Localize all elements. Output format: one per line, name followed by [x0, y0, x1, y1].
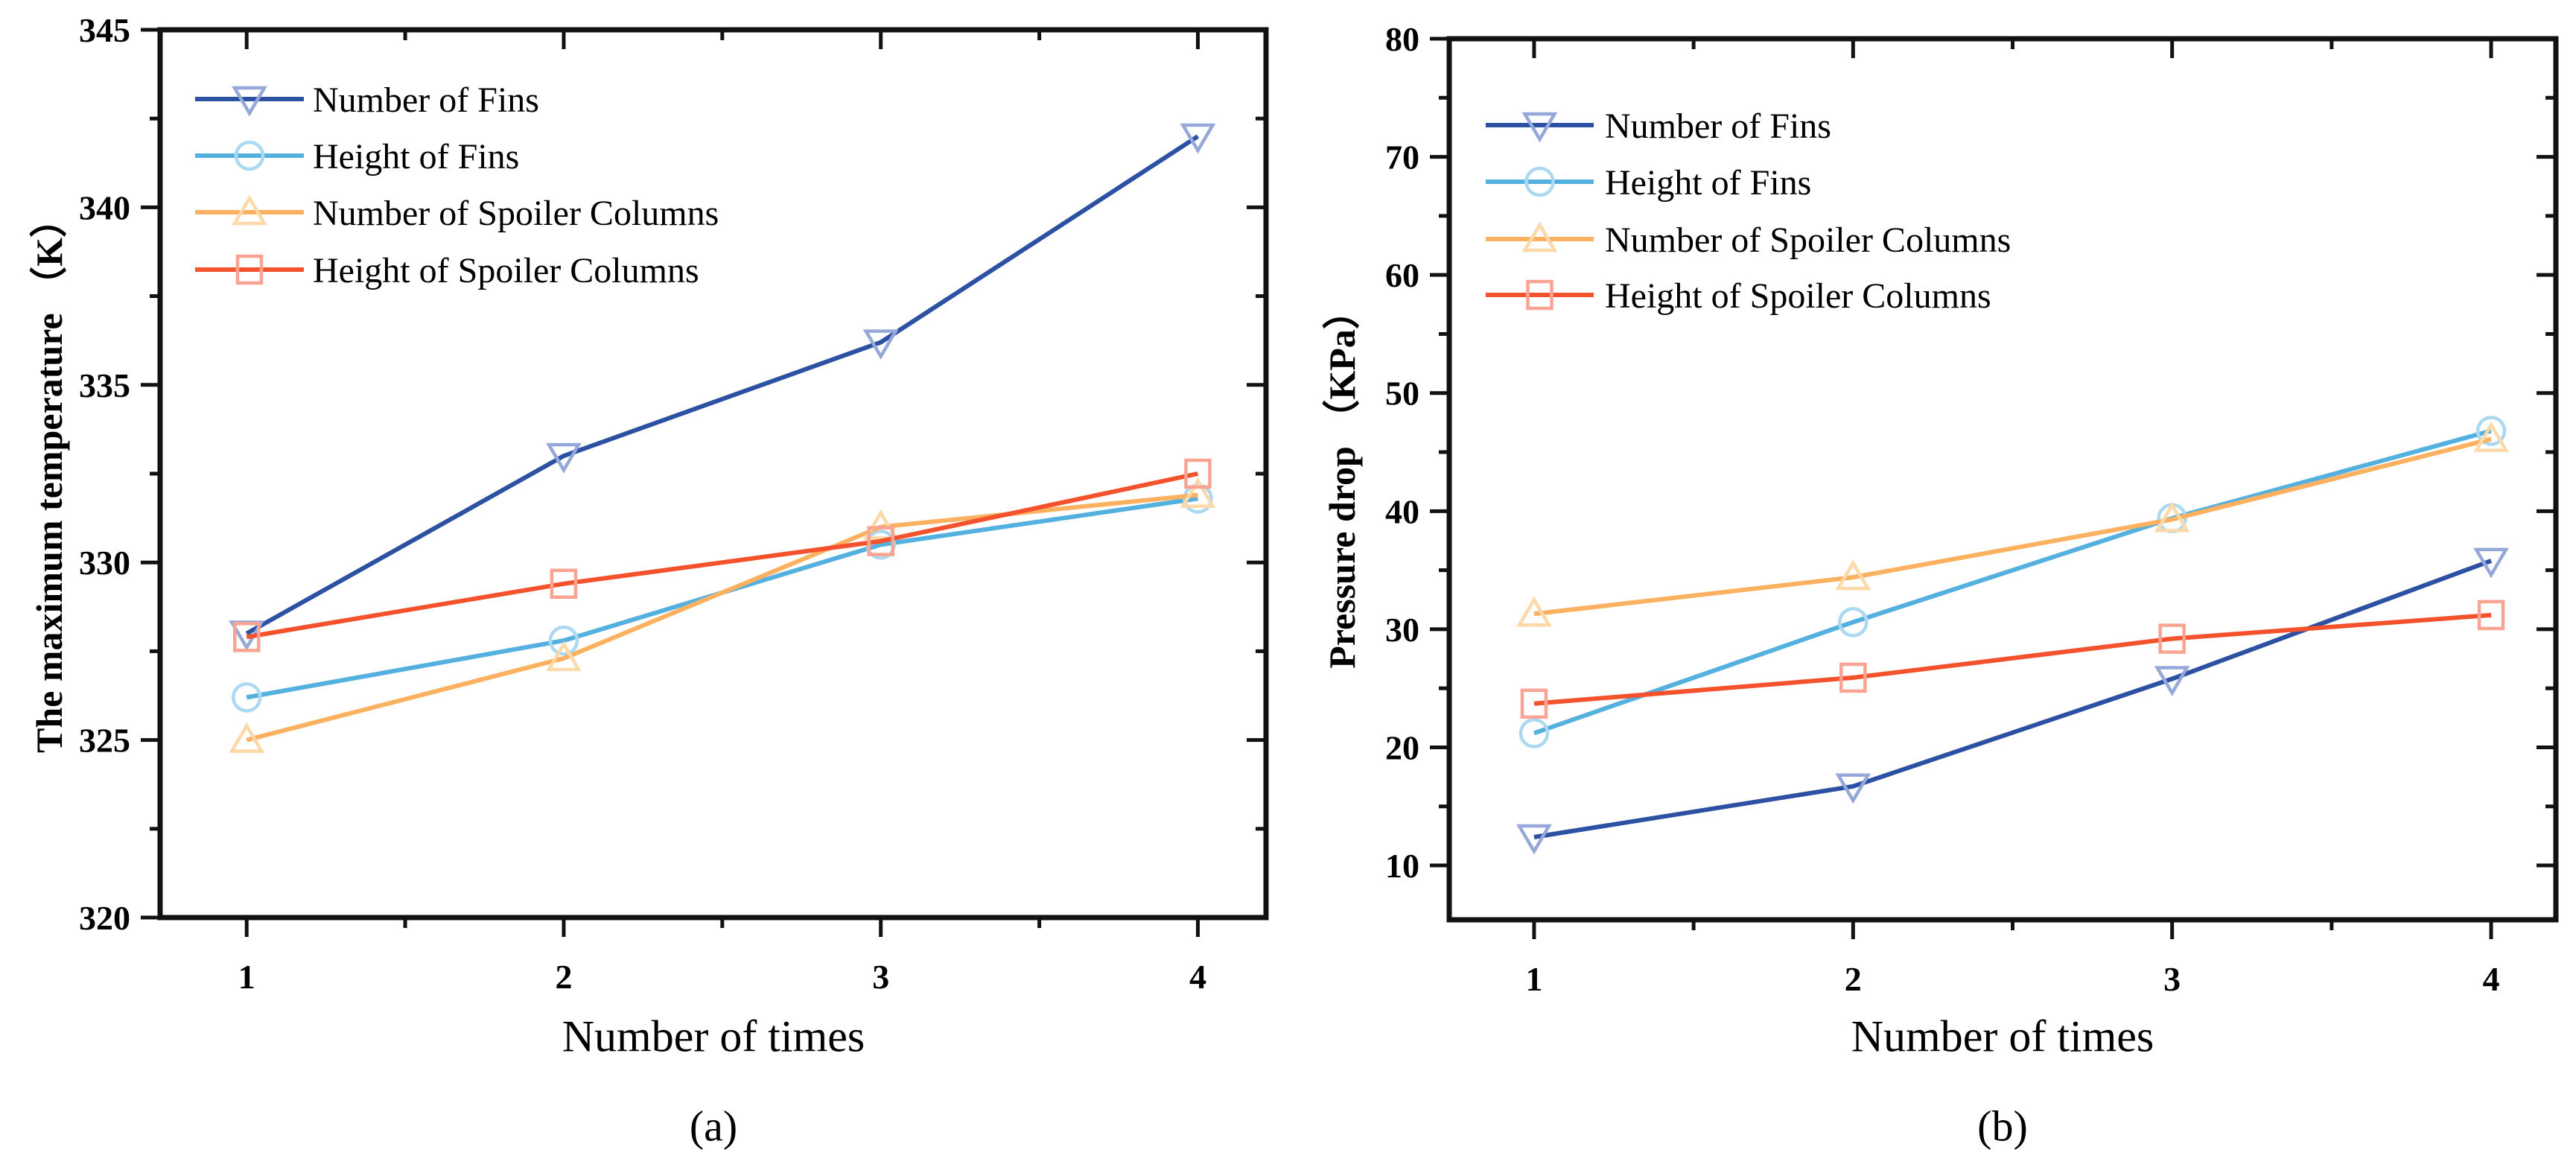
y-tick-label: 50 — [1385, 375, 1419, 413]
series-line-height-of-spoiler-columns — [246, 471, 1199, 640]
data-point-marker — [1184, 458, 1212, 489]
data-point-marker — [546, 442, 582, 474]
y-tick-label: 20 — [1385, 728, 1419, 766]
series-line-number-of-spoiler-columns — [246, 492, 1198, 743]
x-tick-label: 2 — [1845, 960, 1862, 998]
legend-label: Height of Spoiler Columns — [1605, 276, 1991, 316]
legend-label: Number of Fins — [1605, 107, 1831, 146]
data-point-marker — [2473, 547, 2509, 579]
legend-marker — [235, 254, 264, 285]
y-tick-label: 330 — [79, 544, 130, 582]
data-point-marker — [1839, 662, 1867, 693]
data-point-marker — [2154, 501, 2190, 533]
chart-panel-a: 345 340 335 330 325 320 1 2 3 4 Number of Fins Heig… — [79, 11, 1269, 996]
x-tick-label: 1 — [238, 958, 255, 996]
legend-label: Number of Spoiler Columns — [313, 194, 719, 233]
series-line-height-of-fins — [246, 496, 1198, 700]
y-tick-label: 345 — [79, 11, 130, 49]
y-tick-label: 325 — [79, 722, 130, 760]
data-point-marker — [548, 625, 579, 656]
data-point-marker — [2154, 666, 2190, 696]
chart-panel-b: 80 70 60 50 40 30 20 10 1 2 3 4 Number of Fins Height… — [1385, 20, 2559, 998]
y-tick-label: 335 — [79, 366, 130, 404]
data-point-marker — [862, 329, 899, 360]
data-point-marker — [1180, 477, 1216, 508]
data-point-marker — [862, 509, 899, 540]
y-tick-label: 80 — [1385, 20, 1419, 58]
data-point-marker — [1518, 718, 1550, 748]
data-point-marker — [232, 622, 261, 652]
series-line-height-of-fins — [1533, 428, 2492, 736]
legend-marker — [232, 194, 267, 226]
legend-marker — [1521, 112, 1558, 143]
y-tick-label: 30 — [1385, 611, 1419, 649]
x-tick-label: 2 — [555, 958, 572, 996]
y-tick-label: 40 — [1385, 492, 1419, 530]
legend-label: Height of Fins — [313, 137, 519, 177]
panel-caption-a: (a) — [689, 1102, 738, 1151]
y-axis-label-a: The maximum temperature （K） — [28, 200, 70, 754]
y-tick-label: 60 — [1385, 256, 1419, 294]
data-point-marker — [1835, 773, 1871, 804]
x-tick-label: 3 — [2163, 960, 2181, 998]
plot-frame — [1446, 36, 2559, 923]
y-tick-label: 10 — [1385, 847, 1419, 885]
data-point-marker — [550, 568, 578, 600]
y-tick-label: 70 — [1385, 139, 1419, 177]
data-point-marker — [1520, 688, 1548, 719]
data-point-marker — [2158, 623, 2186, 654]
x-axis-label-b: Number of times — [1851, 1011, 2154, 1061]
y-axis-label-b: Pressure drop （KPa） — [1321, 292, 1363, 669]
data-point-marker — [2473, 422, 2509, 452]
series-line-number-of-spoiler-columns — [1533, 436, 2492, 617]
data-point-marker — [1838, 607, 1869, 638]
legend-label: Number of Fins — [313, 80, 539, 120]
data-point-marker — [546, 640, 582, 672]
legend-marker — [1521, 221, 1558, 252]
data-point-marker — [1835, 559, 1871, 591]
legend-marker — [234, 140, 265, 171]
series-line-height-of-spoiler-columns — [1533, 612, 2492, 706]
x-tick-label: 1 — [1525, 960, 1542, 998]
panel-caption-b: (b) — [1977, 1102, 2028, 1151]
legend-marker — [1526, 279, 1553, 311]
data-point-marker — [2475, 416, 2507, 446]
data-point-marker — [229, 722, 265, 753]
x-tick-label: 4 — [1189, 958, 1206, 996]
data-point-marker — [1516, 824, 1552, 855]
data-point-marker — [867, 526, 894, 556]
legend-marker — [1524, 166, 1555, 197]
y-tick-label: 340 — [79, 188, 130, 226]
x-axis-label-a: Number of times — [562, 1011, 865, 1061]
data-point-marker — [2477, 600, 2505, 631]
data-point-marker — [231, 682, 262, 713]
series-line-number-of-fins — [245, 134, 1200, 636]
legend-marker — [232, 86, 267, 117]
data-point-marker — [1180, 123, 1216, 154]
legend-label: Height of Fins — [1605, 163, 1811, 203]
series-line-number-of-fins — [1533, 559, 2493, 839]
legend-label: Number of Spoiler Columns — [1605, 220, 2011, 260]
x-tick-label: 3 — [872, 958, 889, 996]
y-tick-label: 320 — [79, 899, 130, 937]
data-point-marker — [1516, 596, 1552, 627]
legend-label: Height of Spoiler Columns — [313, 251, 699, 290]
x-tick-label: 4 — [2483, 960, 2500, 998]
